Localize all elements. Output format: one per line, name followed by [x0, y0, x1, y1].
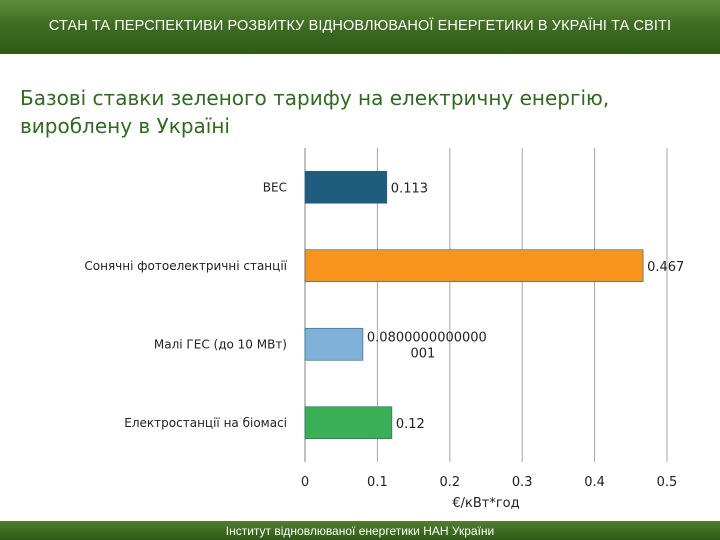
header-title: СТАН ТА ПЕРСПЕКТИВИ РОЗВИТКУ ВІДНОВЛЮВАН…: [48, 18, 672, 34]
category-label-0: ВЕС: [263, 180, 287, 194]
category-label-1: Сонячні фотоелектричні станції: [84, 259, 287, 273]
bar-0: [304, 170, 388, 204]
slide-title-line-1: Базові ставки зеленого тарифу на електри…: [20, 86, 610, 110]
header-bar: [0, 0, 720, 54]
x-tick-label-2: 0.2: [439, 475, 460, 490]
value-label-3: 0.12: [396, 417, 425, 432]
footer-bar: [0, 521, 720, 540]
x-axis-title: €/кВт*год: [452, 496, 519, 511]
bar-1: [304, 249, 644, 283]
slide-title: Базові ставки зеленого тарифу на електри…: [20, 84, 660, 140]
bar-2: [304, 327, 364, 361]
value-label-2-line-1: 001: [411, 346, 436, 361]
category-label-2: Малі ГЕС (до 10 МВт): [154, 337, 287, 351]
value-label-1: 0.467: [647, 260, 684, 275]
footer-text: Інститут відновлюваної енергетики НАН Ук…: [225, 524, 495, 538]
x-tick-label-4: 0.4: [584, 475, 605, 490]
category-label-3: Електростанції на біомасі: [124, 416, 287, 430]
x-tick-label-3: 0.3: [512, 475, 533, 490]
value-label-0: 0.113: [391, 181, 428, 196]
bar-3: [304, 406, 393, 440]
slide-title-line-2: вироблену в Україні: [20, 114, 230, 138]
x-tick-label-0: 0: [301, 475, 309, 490]
x-tick-label-1: 0.1: [367, 475, 388, 490]
x-tick-label-5: 0.5: [657, 475, 678, 490]
value-label-2-line-0: 0.0800000000000: [367, 330, 487, 345]
